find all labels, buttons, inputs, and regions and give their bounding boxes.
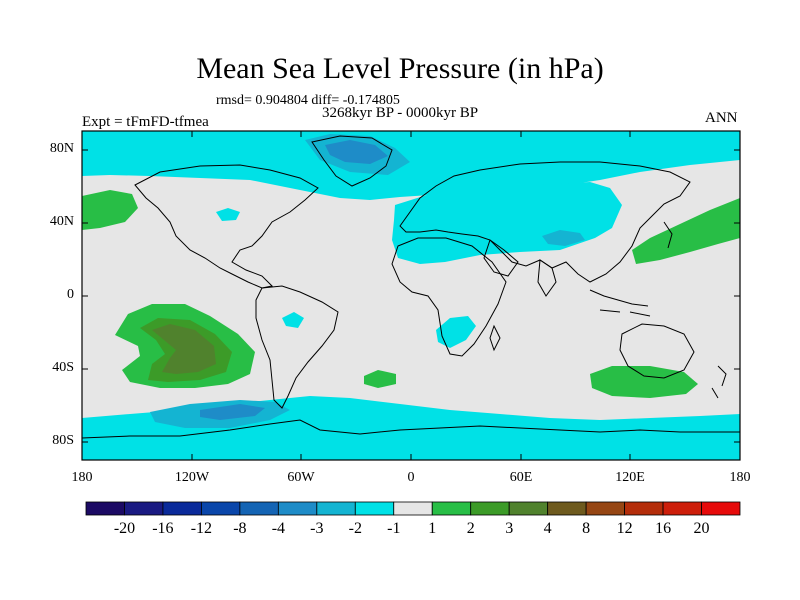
colorbar-swatch <box>162 501 202 516</box>
lon-label: 120E <box>615 470 645 485</box>
colorbar-swatch <box>547 501 587 516</box>
colorbar-swatch <box>201 501 241 516</box>
asia-low-core <box>542 230 585 246</box>
lat-label: 80N <box>49 141 74 156</box>
antarctica-coast <box>82 419 740 439</box>
colorbar-swatch <box>124 501 164 516</box>
time-period: 3268kyr BP - 0000kyr BP <box>322 105 479 121</box>
lat-label: 40S <box>52 360 74 375</box>
south-america-small-negative <box>282 312 304 328</box>
colorbar-swatch <box>470 501 510 516</box>
south-atlantic-positive <box>364 370 396 388</box>
colorbar-swatch <box>662 501 702 516</box>
colorbar-label: -12 <box>190 520 213 537</box>
coastlines <box>82 135 740 439</box>
north-america-coast <box>134 164 319 289</box>
colorbar-label: -2 <box>348 520 362 537</box>
colorbar-swatch <box>585 501 625 516</box>
australia-coast <box>619 323 695 379</box>
south-pacific-negative-inner <box>200 404 265 420</box>
colorbar-label: 1 <box>428 520 437 537</box>
colorbar-label: 4 <box>543 520 552 537</box>
south-america-coast <box>255 285 339 409</box>
new-zealand-coast <box>711 365 727 399</box>
colorbar-swatch <box>316 501 356 516</box>
colorbar-label: -1 <box>387 520 401 537</box>
map-ticks <box>82 131 740 460</box>
map-panel <box>81 130 741 461</box>
lon-label: 180 <box>729 470 751 485</box>
colorbar-swatch <box>431 501 472 516</box>
colorbar-label: -3 <box>310 520 324 537</box>
south-indian-positive <box>590 366 698 398</box>
colorbar-label: 16 <box>655 520 672 537</box>
arctic-negative-band <box>82 131 740 200</box>
colorbar-label: 2 <box>466 520 475 537</box>
lat-label: 0 <box>67 287 74 302</box>
colorbar <box>85 501 741 516</box>
lon-label: 60E <box>509 470 533 485</box>
colorbar-label: -16 <box>152 520 174 537</box>
africa-coast <box>391 237 507 357</box>
colorbar-label: 8 <box>582 520 591 537</box>
colorbar-swatch <box>624 501 664 516</box>
madagascar-coast <box>489 324 501 352</box>
colorbar-swatch <box>239 501 279 516</box>
southern-africa-negative <box>436 316 476 348</box>
india-coast <box>537 259 557 297</box>
colorbar-swatch <box>701 501 741 516</box>
lat-label: 80S <box>52 433 74 448</box>
colorbar-label: -8 <box>233 520 247 537</box>
colorbar-swatch <box>354 501 395 516</box>
lon-label: 60W <box>287 470 315 485</box>
colorbar-label: -4 <box>271 520 286 537</box>
north-pacific-positive-west <box>82 190 138 230</box>
map-title: Mean Sea Level Pressure (in hPa) <box>196 52 604 85</box>
greenland-coast <box>311 135 393 187</box>
lat-label: 40N <box>49 214 74 229</box>
lon-label: 0 <box>407 470 415 485</box>
north-pacific-positive-east <box>632 198 740 264</box>
south-pacific-positive-inner <box>152 324 216 374</box>
arabia-coast <box>483 239 519 277</box>
experiment-label: Expt = tFmFD-tfmea <box>82 114 209 130</box>
greenland-negative-inner <box>325 140 388 164</box>
colorbar-label: 12 <box>616 520 633 537</box>
colorbar-label: 3 <box>505 520 514 537</box>
north-atlantic-small-negative <box>216 208 240 221</box>
colorbar-swatch <box>393 501 433 516</box>
season-label: ANN <box>705 110 738 126</box>
japan-coast <box>663 221 673 249</box>
colorbar-label: -20 <box>113 520 136 537</box>
europe-asia-coast <box>399 161 691 283</box>
lon-label: 120W <box>174 470 210 485</box>
colorbar-swatch <box>508 501 549 516</box>
colorbar-swatch <box>85 501 125 516</box>
colorbar-swatch <box>277 501 318 516</box>
rmsd-diff-stats: rmsd= 0.904804 diff= -0.174805 <box>216 93 400 108</box>
pressure-anomaly-fields <box>82 131 740 460</box>
southeast-asia-islands <box>589 289 651 317</box>
colorbar-label: 20 <box>693 520 710 537</box>
lon-label: 180 <box>71 470 93 485</box>
